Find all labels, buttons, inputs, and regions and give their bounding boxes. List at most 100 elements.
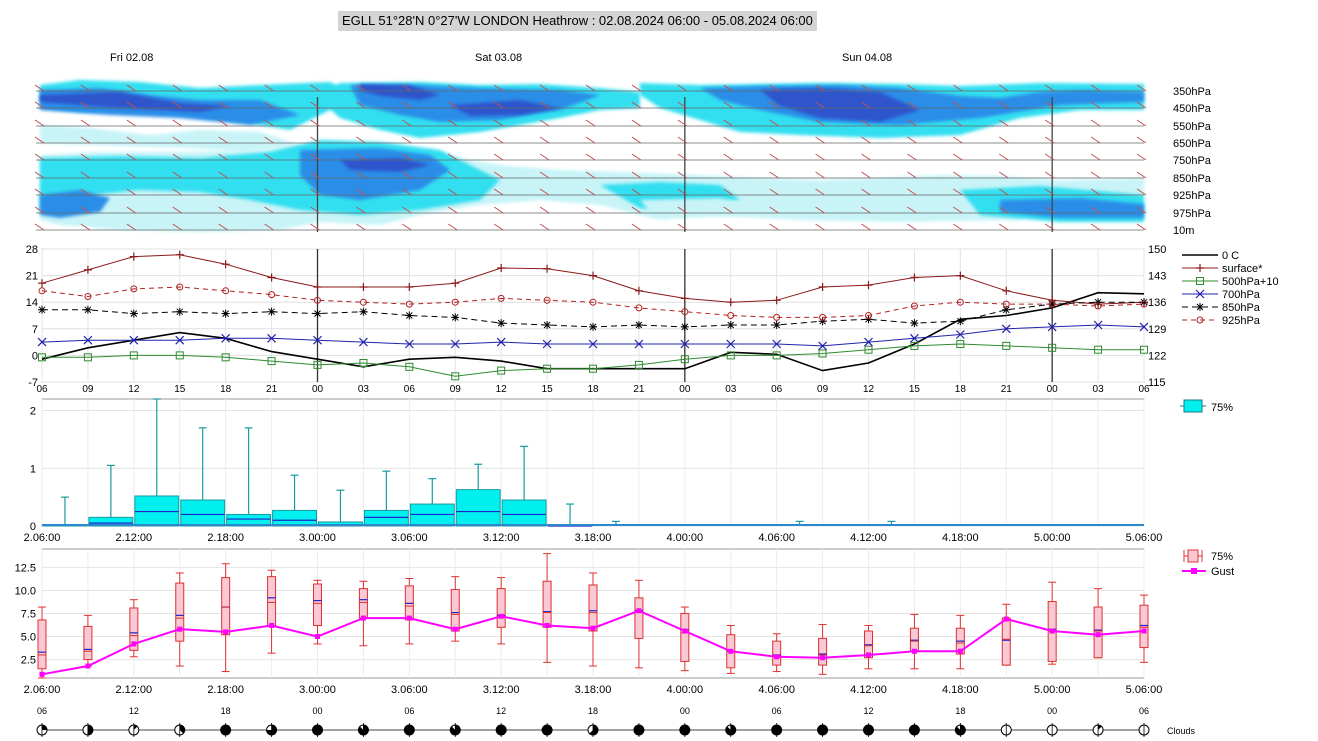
x-tick-label: 18 bbox=[955, 384, 967, 395]
wind-box bbox=[129, 607, 139, 651]
gust-point bbox=[774, 654, 780, 660]
x-tick-label: 06 bbox=[1139, 706, 1149, 716]
wind-barb bbox=[677, 223, 688, 231]
x-tick-label: 2.18:00 bbox=[207, 532, 244, 544]
data-point bbox=[451, 298, 459, 306]
pressure-level-label: 850hPa bbox=[1173, 173, 1212, 185]
wind-barb bbox=[356, 171, 366, 179]
x-tick-label: 4.12:00 bbox=[850, 532, 887, 544]
x-tick-label: 15 bbox=[909, 384, 921, 395]
x-tick-label: 3.06:00 bbox=[391, 532, 428, 544]
data-point bbox=[130, 285, 138, 293]
wind-barb bbox=[447, 223, 458, 231]
legend-label: 700hPa bbox=[1222, 289, 1261, 301]
wind-barb bbox=[80, 119, 91, 127]
wind-barb bbox=[677, 119, 688, 127]
data-point bbox=[542, 339, 552, 349]
legend-swatch bbox=[1180, 402, 1206, 410]
data-point bbox=[1139, 322, 1149, 332]
gust-point bbox=[269, 622, 275, 628]
gust-point bbox=[911, 648, 917, 654]
data-point bbox=[910, 302, 918, 310]
wind-barb bbox=[218, 206, 228, 214]
y-tick-label: 10.0 bbox=[15, 585, 36, 597]
x-tick-label: 2.06:00 bbox=[24, 684, 61, 696]
wind-barb bbox=[539, 101, 550, 109]
wind-barb bbox=[356, 119, 366, 127]
x-tick-label: 3.18:00 bbox=[575, 684, 612, 696]
wind-box bbox=[542, 580, 552, 628]
cloud-cover-fill bbox=[179, 725, 185, 734]
wind-barb bbox=[723, 101, 734, 109]
wind-barb bbox=[310, 119, 320, 127]
legend-swatch bbox=[1187, 549, 1199, 563]
data-point bbox=[221, 353, 230, 362]
wind-barb bbox=[310, 136, 320, 144]
wind-barb bbox=[998, 153, 1009, 161]
wind-barb bbox=[1090, 101, 1101, 109]
wind-barb bbox=[402, 188, 412, 196]
data-point bbox=[819, 313, 827, 321]
wind-barb bbox=[1136, 84, 1147, 92]
gust-point bbox=[39, 671, 45, 677]
wind-barb bbox=[1090, 171, 1101, 179]
wind-barb bbox=[126, 119, 137, 127]
data-point bbox=[1002, 341, 1011, 350]
wind-barb bbox=[264, 119, 274, 127]
x-tick-label: 21 bbox=[633, 384, 645, 395]
data-point bbox=[496, 337, 506, 347]
wind-barb bbox=[493, 206, 504, 214]
x-tick-label: 03 bbox=[725, 384, 737, 395]
data-point bbox=[589, 364, 597, 373]
data-point bbox=[359, 298, 367, 306]
wind-chart: 2.5 5.0 7.5 10.0 12.5 2.06:00 2.12:00 2.18:00 3.… bbox=[15, 548, 1234, 696]
wind-barb bbox=[815, 171, 825, 179]
x-tick-label: 18 bbox=[587, 384, 599, 395]
wind-barb bbox=[723, 188, 734, 196]
wind-barb bbox=[402, 153, 412, 161]
wind-barb bbox=[998, 101, 1009, 109]
data-point bbox=[497, 319, 506, 328]
wind-barb bbox=[126, 84, 137, 92]
wind-barb bbox=[769, 188, 779, 196]
wind-barb bbox=[998, 188, 1009, 196]
wind-barb bbox=[402, 136, 412, 144]
x-tick-label: 2.18:00 bbox=[207, 684, 244, 696]
data-point bbox=[83, 305, 92, 314]
wind-box bbox=[1001, 617, 1011, 666]
wind-barb bbox=[1090, 188, 1101, 196]
gust-point bbox=[866, 652, 871, 658]
data-point bbox=[1196, 264, 1204, 272]
wind-barb bbox=[585, 223, 596, 231]
wind-box bbox=[37, 619, 47, 670]
wind-barb bbox=[126, 153, 137, 161]
wind-barb bbox=[1090, 136, 1101, 144]
data-point bbox=[221, 309, 230, 318]
wind-barb bbox=[1136, 136, 1147, 144]
data-point bbox=[268, 291, 276, 299]
wind-barb bbox=[769, 223, 779, 231]
wind-barb bbox=[861, 136, 871, 144]
wind-barb bbox=[953, 84, 963, 92]
wind-barb bbox=[677, 136, 688, 144]
wind-barb bbox=[907, 171, 917, 179]
wind-barb bbox=[1044, 188, 1055, 196]
wind-barb bbox=[493, 101, 504, 109]
wind-barb bbox=[493, 84, 504, 92]
wind-barb bbox=[80, 223, 91, 231]
wind-barb bbox=[218, 84, 228, 92]
gust-point bbox=[590, 625, 596, 631]
data-point bbox=[956, 271, 965, 280]
data-point bbox=[634, 321, 643, 329]
data-point bbox=[38, 353, 46, 362]
cloud-area bbox=[760, 88, 920, 122]
x-tick-label: 18 bbox=[955, 706, 965, 716]
data-point bbox=[864, 345, 873, 354]
wind-barb bbox=[723, 223, 734, 231]
wind-barb bbox=[1136, 171, 1147, 179]
wind-barb bbox=[310, 188, 320, 196]
x-tick-label: 00 bbox=[312, 706, 322, 716]
x-tick-label: 4.00:00 bbox=[666, 684, 703, 696]
wind-barb bbox=[769, 101, 779, 109]
data-point bbox=[313, 335, 322, 345]
